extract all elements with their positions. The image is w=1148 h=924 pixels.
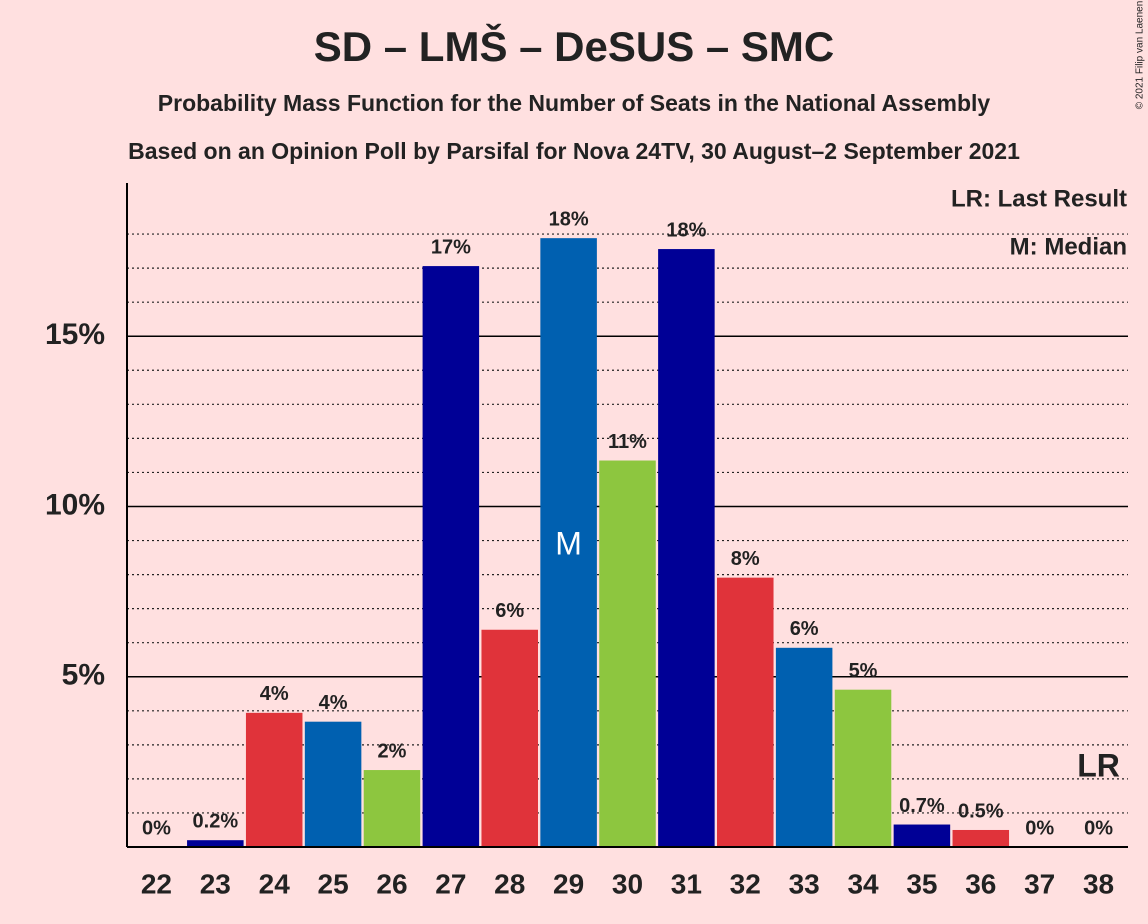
value-label: 0.7% bbox=[899, 795, 945, 817]
bar bbox=[717, 577, 774, 847]
chart-subtitle: Probability Mass Function for the Number… bbox=[158, 90, 991, 116]
bar bbox=[363, 770, 421, 847]
last-result-marker: LR bbox=[1077, 747, 1120, 783]
x-tick-label: 28 bbox=[494, 868, 525, 899]
value-label: 0.5% bbox=[958, 800, 1004, 822]
bar bbox=[952, 829, 1010, 847]
value-label: 0% bbox=[142, 817, 171, 839]
legend-entry: M: Median bbox=[1010, 233, 1127, 260]
bar bbox=[599, 460, 656, 847]
bar bbox=[304, 721, 362, 847]
value-label: 5% bbox=[849, 660, 878, 682]
x-tick-label: 38 bbox=[1083, 868, 1114, 899]
value-label: 6% bbox=[495, 600, 524, 622]
x-tick-label: 36 bbox=[965, 868, 996, 899]
value-label: 4% bbox=[319, 692, 348, 714]
y-tick-label: 5% bbox=[62, 659, 105, 692]
bar bbox=[245, 712, 303, 847]
bar bbox=[422, 266, 480, 848]
x-tick-label: 32 bbox=[730, 868, 761, 899]
value-label: 6% bbox=[790, 618, 819, 640]
x-tick-label: 35 bbox=[906, 868, 937, 899]
x-tick-label: 25 bbox=[318, 868, 349, 899]
x-tick-label: 27 bbox=[435, 868, 466, 899]
bar bbox=[775, 647, 833, 847]
value-label: 11% bbox=[608, 431, 647, 453]
value-label: 18% bbox=[666, 219, 706, 241]
y-tick-label: 10% bbox=[45, 488, 105, 521]
value-label: 0.2% bbox=[193, 810, 239, 832]
value-label: 0% bbox=[1025, 817, 1054, 839]
median-marker: M bbox=[555, 525, 582, 561]
chart-subtitle: Based on an Opinion Poll by Parsifal for… bbox=[128, 138, 1020, 164]
bar bbox=[834, 689, 892, 847]
x-tick-label: 23 bbox=[200, 868, 231, 899]
value-label: 2% bbox=[378, 740, 407, 762]
bar bbox=[893, 824, 951, 847]
x-tick-label: 31 bbox=[671, 868, 702, 899]
value-label: 4% bbox=[260, 683, 289, 705]
x-tick-label: 33 bbox=[789, 868, 820, 899]
x-tick-label: 30 bbox=[612, 868, 643, 899]
chart-title: SD – LMŠ – DeSUS – SMC bbox=[314, 22, 834, 70]
value-label: 8% bbox=[731, 548, 760, 570]
x-tick-label: 26 bbox=[376, 868, 407, 899]
copyright: © 2021 Filip van Laenen bbox=[1135, 1, 1146, 110]
bar bbox=[658, 249, 715, 847]
bar bbox=[540, 238, 597, 847]
y-tick-label: 15% bbox=[45, 318, 105, 351]
x-tick-label: 24 bbox=[259, 868, 291, 899]
bar bbox=[187, 840, 244, 847]
value-label: 17% bbox=[431, 236, 471, 258]
x-tick-label: 22 bbox=[141, 868, 172, 899]
legend-entry: LR: Last Result bbox=[951, 185, 1127, 212]
x-tick-label: 37 bbox=[1024, 868, 1055, 899]
value-label: 0% bbox=[1084, 817, 1113, 839]
bar bbox=[481, 629, 538, 847]
x-tick-label: 34 bbox=[847, 868, 879, 899]
x-tick-label: 29 bbox=[553, 868, 584, 899]
value-label: 18% bbox=[549, 208, 589, 230]
